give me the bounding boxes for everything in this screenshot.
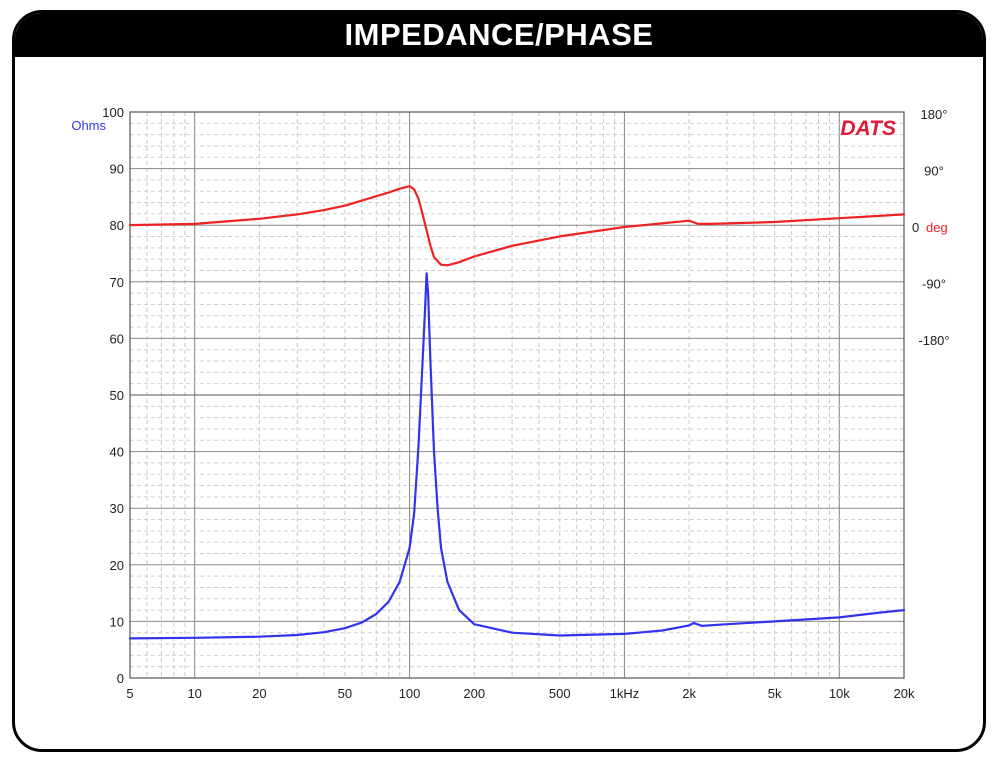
x-tick-label: 10: [187, 686, 201, 701]
y-right-tick-label: -90°: [922, 277, 946, 292]
y-left-tick-label: 20: [110, 558, 124, 573]
y-left-tick-label: 60: [110, 331, 124, 346]
chart-frame: IMPEDANCE/PHASE 0 10 20 30 40 50 60 70 80 90 100 Oh…: [12, 10, 986, 752]
y-left-tick-label: 90: [110, 162, 124, 177]
x-tick-label: 500: [549, 686, 571, 701]
chart-title: IMPEDANCE/PHASE: [15, 13, 983, 57]
x-tick-label: 100: [399, 686, 421, 701]
y-right-tick-label: 180°: [921, 107, 948, 122]
y-left-unit-label: Ohms: [71, 118, 106, 133]
x-tick-label: 200: [463, 686, 485, 701]
y-left-tick-label: 10: [110, 614, 124, 629]
y-left-tick-label: 30: [110, 501, 124, 516]
y-left-tick-label: 100: [102, 105, 124, 120]
y-right-tick-label: 0: [912, 220, 919, 235]
x-tick-label: 50: [338, 686, 352, 701]
y-left-tick-label: 70: [110, 275, 124, 290]
impedance-series-line: [128, 272, 906, 640]
impedance-phase-chart: 0102030405060708090100Ohms180°90°0-90°-1…: [71, 105, 949, 701]
y-left-tick-label: 0: [117, 671, 124, 686]
x-tick-label: 5k: [768, 686, 782, 701]
y-left-tick-label: 40: [110, 445, 124, 460]
y-right-tick-label: -180°: [918, 333, 949, 348]
dats-logo: DATS: [840, 117, 896, 140]
y-right-unit-label: deg: [926, 220, 948, 235]
y-left-tick-label: 80: [110, 218, 124, 233]
x-tick-label: 20: [252, 686, 266, 701]
x-tick-label: 20k: [894, 686, 915, 701]
x-tick-label: 5: [126, 686, 133, 701]
y-left-tick-label: 50: [110, 388, 124, 403]
x-tick-label: 10k: [829, 686, 850, 701]
x-tick-label: 1kHz: [610, 686, 640, 701]
x-tick-label: 2k: [682, 686, 696, 701]
y-right-tick-label: 90°: [924, 164, 944, 179]
plot-border: [129, 111, 905, 679]
phase-series-line: [128, 185, 906, 267]
